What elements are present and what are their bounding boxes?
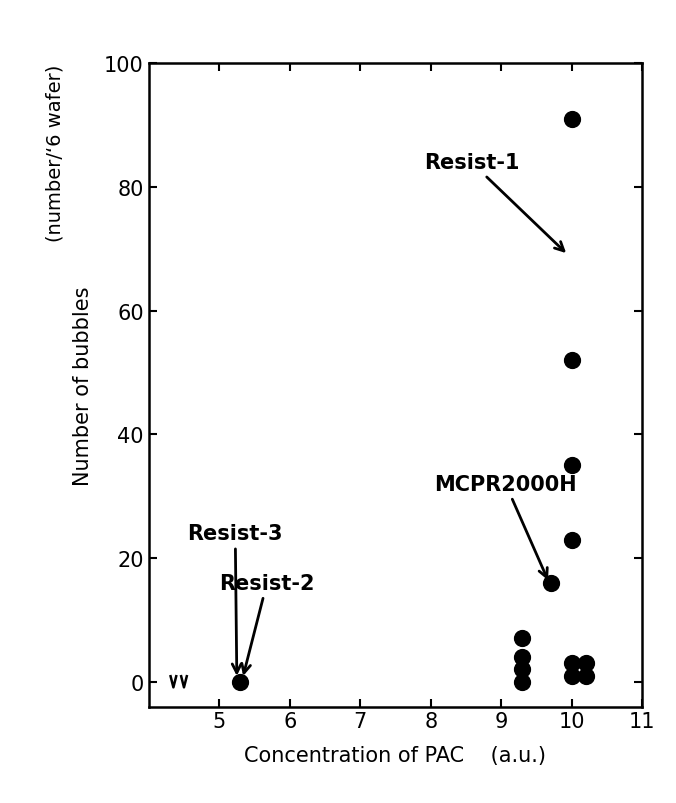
Text: MCPR2000H: MCPR2000H (434, 475, 577, 577)
Point (566, 113, 577, 126)
Point (545, 577, 556, 589)
X-axis label: Concentration of PAC    (a.u.): Concentration of PAC (a.u.) (245, 745, 546, 765)
Point (517, 663, 528, 676)
Point (566, 533, 577, 546)
Point (235, 675, 246, 688)
Text: (number/‘6 wafer): (number/‘6 wafer) (45, 64, 64, 242)
Point (581, 657, 592, 670)
Point (566, 670, 577, 683)
Text: Resist-2: Resist-2 (219, 573, 315, 673)
Text: Resist-3: Resist-3 (187, 524, 283, 673)
Point (566, 657, 577, 670)
Text: Resist-1: Resist-1 (424, 153, 564, 251)
Y-axis label: Number of bubbles: Number of bubbles (73, 286, 93, 485)
Point (517, 632, 528, 645)
Point (566, 459, 577, 472)
Point (566, 354, 577, 367)
Point (581, 670, 592, 683)
Point (517, 675, 528, 688)
Point (517, 650, 528, 663)
